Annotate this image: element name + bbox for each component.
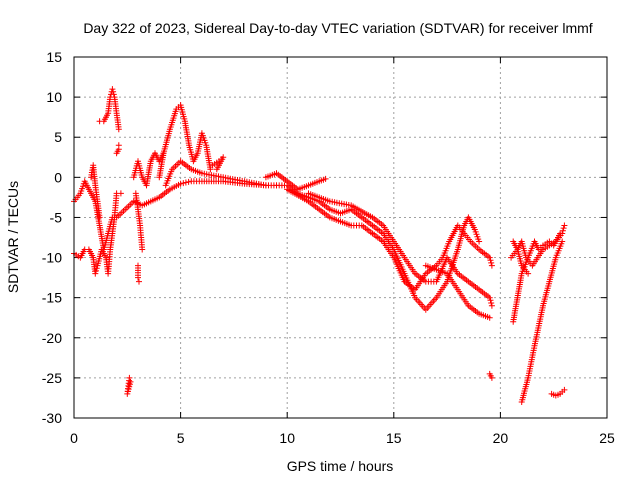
series-track-c bbox=[88, 162, 103, 221]
chart-title: Day 322 of 2023, Sidereal Day-to-day VTE… bbox=[83, 20, 592, 36]
data-point-markers bbox=[113, 142, 122, 157]
x-tick-label: 25 bbox=[599, 430, 615, 446]
plot-frame bbox=[73, 56, 608, 419]
y-tick-label: -10 bbox=[42, 250, 62, 266]
y-tick-label: 0 bbox=[54, 169, 62, 185]
data-point-markers bbox=[88, 162, 103, 221]
y-tick-label: 5 bbox=[54, 129, 62, 145]
data-point-markers bbox=[130, 150, 167, 189]
series-track-r bbox=[486, 370, 495, 381]
series-track-d bbox=[96, 86, 122, 133]
series-track-q bbox=[422, 262, 493, 321]
series-track-e bbox=[113, 142, 122, 157]
data-point-markers bbox=[132, 190, 146, 253]
y-tick-label: 10 bbox=[46, 89, 62, 105]
y-tick-label: -25 bbox=[42, 370, 62, 386]
series-track-u bbox=[510, 238, 532, 277]
data-point-markers bbox=[156, 102, 214, 181]
series-track-v bbox=[518, 238, 566, 405]
y-tick-label: -20 bbox=[42, 330, 62, 346]
grid bbox=[74, 57, 607, 418]
y-axis-label: SDTVAR / TECUs bbox=[5, 181, 21, 293]
x-tick-label: 5 bbox=[177, 430, 185, 446]
data-point-markers bbox=[548, 386, 568, 399]
series-track-h bbox=[135, 262, 142, 285]
data-point-markers bbox=[135, 262, 142, 285]
data-point-markers bbox=[262, 170, 329, 193]
data-point-markers bbox=[124, 374, 134, 397]
data-point-markers bbox=[162, 158, 269, 189]
data-point-markers bbox=[486, 370, 495, 381]
y-tick-label: -5 bbox=[50, 209, 63, 225]
x-tick-label: 10 bbox=[279, 430, 295, 446]
x-tick-label: 0 bbox=[70, 430, 78, 446]
data-points bbox=[71, 86, 568, 405]
series-track-n bbox=[273, 182, 483, 313]
series-track-w bbox=[548, 386, 568, 399]
data-point-markers bbox=[96, 86, 122, 133]
series-track-g bbox=[132, 190, 146, 253]
y-tick-label: -30 bbox=[42, 410, 62, 426]
data-point-markers bbox=[209, 154, 227, 173]
x-tick-label: 20 bbox=[493, 430, 509, 446]
series-track-j bbox=[156, 102, 214, 181]
data-point-markers bbox=[422, 262, 493, 321]
series-track-k bbox=[162, 158, 269, 189]
series-track-l bbox=[209, 154, 227, 173]
series-track-m bbox=[262, 170, 329, 193]
data-point-markers bbox=[273, 182, 483, 313]
x-tick-labels: 0 5 10 15 20 25 bbox=[70, 430, 615, 446]
series-track-f bbox=[130, 150, 167, 189]
series-track-i bbox=[124, 374, 134, 397]
x-axis-label: GPS time / hours bbox=[287, 458, 394, 474]
data-point-markers bbox=[518, 238, 566, 405]
x-tick-label: 15 bbox=[386, 430, 402, 446]
y-tick-label: -15 bbox=[42, 290, 62, 306]
data-point-markers bbox=[510, 238, 532, 277]
axis-ticks bbox=[73, 56, 608, 419]
y-tick-label: 15 bbox=[46, 49, 62, 65]
y-tick-labels: -30 -25 -20 -15 -10 -5 0 5 10 15 bbox=[42, 49, 62, 426]
